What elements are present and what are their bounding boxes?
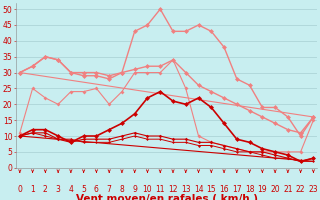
Text: 16: 16	[219, 185, 229, 194]
Text: 12: 12	[168, 185, 178, 194]
Text: 19: 19	[258, 185, 267, 194]
Text: Vent moyen/en rafales ( km/h ): Vent moyen/en rafales ( km/h )	[76, 194, 258, 200]
Text: 0: 0	[17, 185, 22, 194]
Text: 5: 5	[81, 185, 86, 194]
Text: 20: 20	[270, 185, 280, 194]
Text: 22: 22	[296, 185, 305, 194]
Text: 13: 13	[181, 185, 191, 194]
Text: 15: 15	[206, 185, 216, 194]
Text: 7: 7	[107, 185, 112, 194]
Text: 8: 8	[120, 185, 124, 194]
Text: 1: 1	[30, 185, 35, 194]
Text: 23: 23	[308, 185, 318, 194]
Text: 17: 17	[232, 185, 242, 194]
Text: 4: 4	[68, 185, 73, 194]
Text: 6: 6	[94, 185, 99, 194]
Text: 10: 10	[143, 185, 152, 194]
Text: 9: 9	[132, 185, 137, 194]
Text: 11: 11	[156, 185, 165, 194]
Text: 2: 2	[43, 185, 48, 194]
Text: 3: 3	[56, 185, 60, 194]
Text: 14: 14	[194, 185, 203, 194]
Text: 21: 21	[283, 185, 292, 194]
Text: 18: 18	[245, 185, 254, 194]
